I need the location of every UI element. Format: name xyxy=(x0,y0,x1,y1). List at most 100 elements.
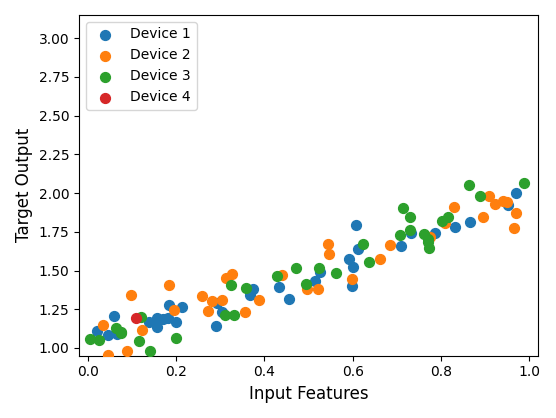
Device 3 xyxy=(438,217,446,224)
Device 1 xyxy=(430,229,439,236)
Device 1 xyxy=(285,296,294,303)
Device 3 xyxy=(331,269,340,276)
Device 1 xyxy=(163,315,172,322)
Device 3 xyxy=(444,214,453,220)
Device 1 xyxy=(152,324,161,331)
Device 3 xyxy=(112,325,121,331)
Device 3 xyxy=(221,311,230,318)
Device 1 xyxy=(274,284,283,291)
Device 2 xyxy=(313,286,322,293)
Device 1 xyxy=(145,319,154,326)
Device 1 xyxy=(503,202,512,209)
Device 3 xyxy=(301,281,310,288)
Device 2 xyxy=(137,326,146,333)
Device 1 xyxy=(104,331,113,338)
Device 1 xyxy=(218,308,227,315)
Device 1 xyxy=(172,319,181,326)
Device 3 xyxy=(405,227,414,233)
Device 2 xyxy=(203,308,212,314)
Device 2 xyxy=(490,201,499,207)
Device 2 xyxy=(503,199,512,206)
Device 2 xyxy=(207,298,216,304)
Device 2 xyxy=(498,198,507,204)
Device 2 xyxy=(218,296,227,303)
Device 2 xyxy=(376,256,385,263)
Device 1 xyxy=(152,315,161,321)
Device 3 xyxy=(419,231,428,237)
Device 2 xyxy=(348,276,356,283)
Device 3 xyxy=(146,348,155,354)
Device 1 xyxy=(177,304,186,311)
Device 3 xyxy=(465,182,474,189)
Device 2 xyxy=(241,308,250,315)
Device 4 xyxy=(131,315,140,322)
Device 1 xyxy=(352,221,361,228)
Device 3 xyxy=(292,265,301,272)
Device 2 xyxy=(165,282,174,289)
Device 2 xyxy=(227,270,236,277)
Device 1 xyxy=(315,268,324,275)
Device 3 xyxy=(359,241,368,247)
Device 3 xyxy=(227,282,236,289)
Device 2 xyxy=(512,210,520,217)
Device 3 xyxy=(95,336,103,343)
Device 3 xyxy=(406,214,415,220)
Device 1 xyxy=(245,291,254,298)
Device 2 xyxy=(323,240,332,247)
Device 1 xyxy=(466,219,475,225)
Device 3 xyxy=(86,336,95,342)
Device 3 xyxy=(314,265,323,272)
Legend: Device 1, Device 2, Device 3, Device 4: Device 1, Device 2, Device 3, Device 4 xyxy=(86,22,197,110)
Device 3 xyxy=(135,338,143,344)
Device 2 xyxy=(198,292,207,299)
Device 1 xyxy=(212,322,221,329)
Device 2 xyxy=(278,272,287,278)
Device 3 xyxy=(242,285,251,291)
Device 2 xyxy=(485,192,494,199)
Device 2 xyxy=(510,225,519,232)
Device 3 xyxy=(399,205,408,212)
Device 3 xyxy=(136,314,145,320)
Device 3 xyxy=(230,312,239,319)
Device 1 xyxy=(165,301,173,308)
Device 3 xyxy=(171,334,180,341)
Device 3 xyxy=(424,236,433,242)
Device 2 xyxy=(221,275,230,281)
Device 1 xyxy=(345,255,354,262)
Device 3 xyxy=(424,239,433,246)
Device 2 xyxy=(302,286,311,293)
Device 1 xyxy=(512,189,520,196)
Device 3 xyxy=(475,192,484,199)
X-axis label: Input Features: Input Features xyxy=(249,385,369,403)
Device 1 xyxy=(348,283,356,289)
Device 1 xyxy=(92,327,101,334)
Device 3 xyxy=(519,180,528,186)
Device 1 xyxy=(158,316,167,322)
Device 3 xyxy=(365,259,374,265)
Device 2 xyxy=(479,214,488,221)
Device 3 xyxy=(395,231,404,238)
Device 1 xyxy=(451,224,460,231)
Device 2 xyxy=(449,204,458,210)
Device 1 xyxy=(396,243,405,250)
Device 2 xyxy=(127,291,136,298)
Device 3 xyxy=(424,244,433,251)
Device 3 xyxy=(116,329,125,336)
Device 2 xyxy=(440,220,449,227)
Device 1 xyxy=(212,299,221,306)
Device 2 xyxy=(98,321,107,328)
Device 2 xyxy=(170,307,179,314)
Device 1 xyxy=(112,331,121,337)
Device 1 xyxy=(249,285,257,292)
Device 2 xyxy=(122,347,131,354)
Device 1 xyxy=(406,230,415,237)
Device 1 xyxy=(354,245,363,252)
Device 2 xyxy=(325,251,334,257)
Device 2 xyxy=(426,233,435,240)
Y-axis label: Target Output: Target Output xyxy=(15,128,33,242)
Device 2 xyxy=(103,352,112,359)
Device 1 xyxy=(109,313,118,319)
Device 3 xyxy=(116,329,125,336)
Device 2 xyxy=(255,296,264,303)
Device 3 xyxy=(272,273,281,280)
